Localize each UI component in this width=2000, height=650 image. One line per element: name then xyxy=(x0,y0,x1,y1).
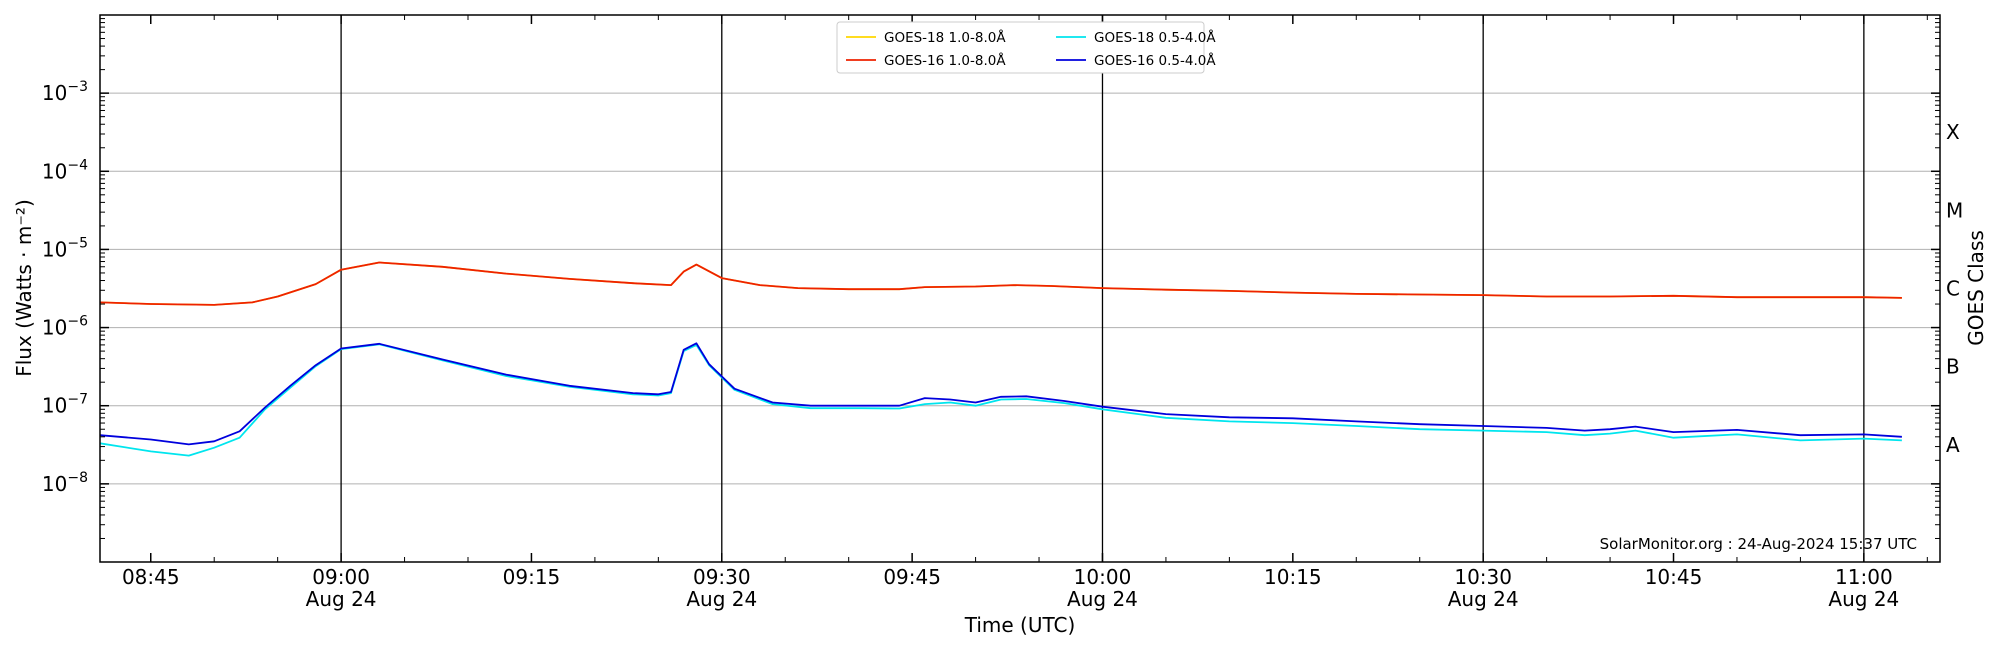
y-tick-label: 10−4 xyxy=(42,157,88,183)
x-tick-date-label: Aug 24 xyxy=(686,587,757,611)
y-tick-label: 10−5 xyxy=(42,235,88,261)
x-tick-label: 10:00 xyxy=(1074,565,1132,589)
goes-class-label: A xyxy=(1946,433,1960,457)
day-marker-lines xyxy=(340,15,1865,562)
series-line xyxy=(99,261,1902,306)
y2-axis-title: GOES Class xyxy=(1964,230,1988,346)
y-axis-title: Flux (Watts · m⁻²) xyxy=(12,199,36,377)
series-line xyxy=(99,342,1902,446)
y-tick-label: 10−6 xyxy=(42,314,88,340)
legend-label: GOES-18 0.5-4.0Å xyxy=(1094,29,1216,46)
series-lines xyxy=(99,261,1902,457)
x-tick-date-label: Aug 24 xyxy=(1448,587,1519,611)
plot-frame xyxy=(99,14,1941,563)
x-axis-title: Time (UTC) xyxy=(964,613,1076,637)
x-tick-label: 10:15 xyxy=(1264,565,1322,589)
legend-label: GOES-16 1.0-8.0Å xyxy=(884,52,1006,69)
x-tick-label: 11:00 xyxy=(1835,565,1893,589)
y-tick-label: 10−3 xyxy=(42,79,88,105)
x-tick-label: 09:00 xyxy=(312,565,370,589)
goes-class-labels: A B C M X xyxy=(1946,120,1963,457)
x-tick-label: 09:45 xyxy=(883,565,941,589)
goes-class-label: X xyxy=(1946,120,1960,144)
y-tick-labels: 10−8 10−7 10−6 10−5 10−4 10−3 xyxy=(42,79,88,496)
legend-label: GOES-18 1.0-8.0Å xyxy=(884,29,1006,46)
legend-label: GOES-16 0.5-4.0Å xyxy=(1094,52,1216,69)
x-tick-label: 10:45 xyxy=(1645,565,1703,589)
source-annotation: SolarMonitor.org : 24-Aug-2024 15:37 UTC xyxy=(1600,535,1917,553)
x-tick-date-label: Aug 24 xyxy=(1067,587,1138,611)
goes-class-label: C xyxy=(1946,277,1960,301)
y-tick-label: 10−7 xyxy=(42,392,88,418)
x-tick-label: 08:45 xyxy=(122,565,180,589)
x-tick-label: 09:30 xyxy=(693,565,751,589)
y-tick-label: 10−8 xyxy=(42,470,88,496)
x-tick-label: 10:30 xyxy=(1454,565,1512,589)
x-tick-date-label: Aug 24 xyxy=(1828,587,1899,611)
axis-ticks xyxy=(100,15,1940,562)
x-tick-date-label: Aug 24 xyxy=(306,587,377,611)
goes-class-label: M xyxy=(1946,198,1963,222)
goes-class-label: B xyxy=(1946,355,1960,379)
legend-box xyxy=(836,21,1205,74)
horizontal-grid xyxy=(100,92,1940,485)
legend: GOES-18 1.0-8.0Å GOES-16 1.0-8.0Å GOES-18 … xyxy=(836,21,1216,74)
x-tick-label: 09:15 xyxy=(503,565,561,589)
